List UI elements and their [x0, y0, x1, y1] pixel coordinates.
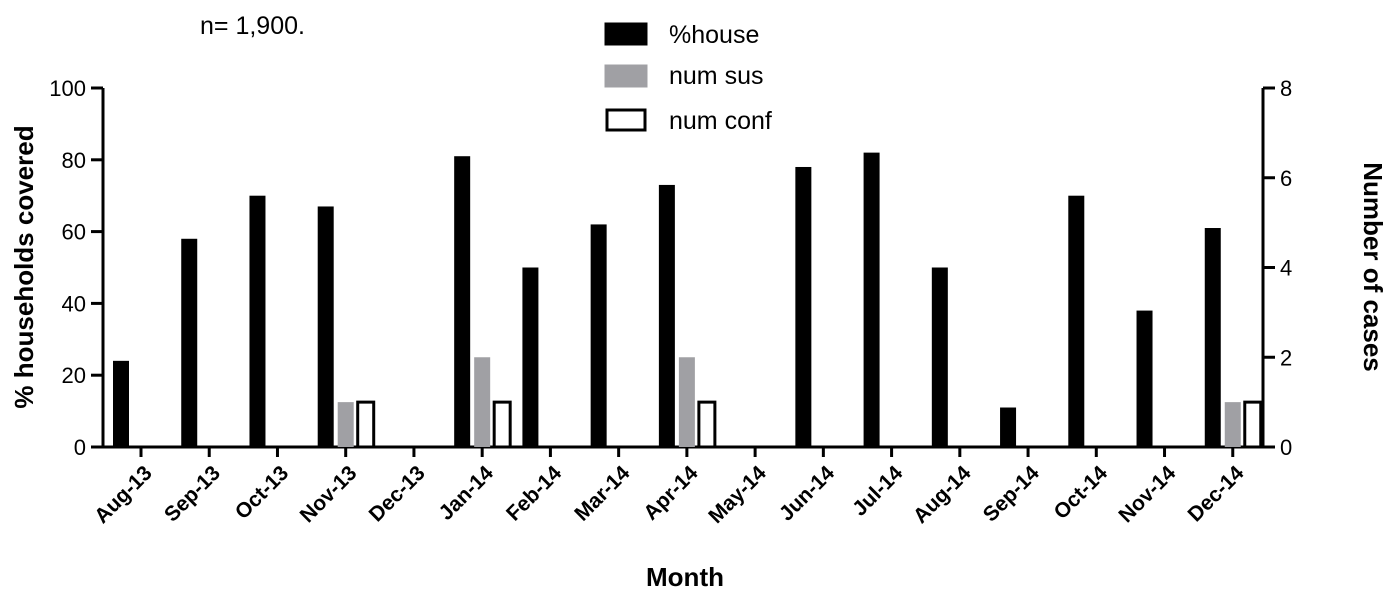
- bar-house-Aug-13: [113, 360, 129, 447]
- bar-num-conf-Nov-13: [356, 400, 376, 449]
- bar-house-Dec-14: [1204, 228, 1221, 447]
- y2-tick-label: 2: [1280, 345, 1292, 370]
- legend-swatch-num-conf: [605, 108, 647, 132]
- bar-house-Mar-14: [590, 224, 607, 447]
- y-tick-label: 80: [62, 148, 86, 173]
- y2-axis-title: Number of cases: [1358, 162, 1388, 372]
- x-tick-label: Jun-14: [775, 461, 839, 525]
- bar-house-Nov-13: [317, 206, 334, 447]
- bar-house-Oct-13: [249, 195, 266, 447]
- legend-swatch-house: [604, 22, 648, 46]
- x-tick-label: Jan-14: [435, 461, 499, 525]
- bar-house-Jul-14: [863, 152, 880, 447]
- bar-num-sus-Apr-14: [678, 357, 695, 447]
- y-axis-title: % households covered: [9, 125, 39, 408]
- x-tick-label: Aug-14: [909, 461, 976, 528]
- bar-house-Jan-14: [454, 156, 471, 447]
- legend-label-house: %house: [669, 21, 759, 49]
- x-tick-label: Sep-14: [979, 461, 1044, 526]
- y-tick-label: 100: [49, 76, 86, 101]
- y2-tick-label: 6: [1280, 166, 1292, 191]
- x-tick-label: Nov-13: [296, 461, 362, 527]
- x-tick-label: Dec-13: [365, 461, 430, 526]
- right-y-ticks: 0 2 4 6 8: [1263, 76, 1292, 460]
- bar-num-conf-Dec-14: [1243, 400, 1263, 449]
- y-tick-label: 20: [62, 363, 86, 388]
- bar-house-Oct-14: [1068, 195, 1085, 447]
- x-tick-label: Dec-14: [1184, 461, 1249, 526]
- x-ticks: Aug-13 Sep-13 Oct-13 Nov-13 Dec-13 Jan-14 Feb-…: [90, 447, 1249, 528]
- x-tick-label: Apr-14: [639, 461, 703, 525]
- bars: [113, 152, 1263, 449]
- bar-house-Aug-14: [931, 267, 948, 447]
- x-tick-label: Mar-14: [570, 461, 634, 525]
- y2-tick-label: 0: [1280, 435, 1292, 460]
- left-y-ticks: 0 20 40 60 80 100: [49, 76, 103, 460]
- y2-tick-label: 8: [1280, 76, 1292, 101]
- x-tick-label: May-14: [704, 461, 771, 528]
- bar-house-Feb-14: [522, 267, 539, 447]
- bar-house-Sep-13: [181, 238, 198, 447]
- bar-house-Nov-14: [1136, 310, 1153, 447]
- y-tick-label: 60: [62, 220, 86, 245]
- x-tick-label: Sep-13: [160, 461, 225, 526]
- y2-tick-label: 4: [1280, 256, 1292, 281]
- x-tick-label: Nov-14: [1114, 461, 1180, 527]
- legend-label-num-sus: num sus: [669, 62, 763, 90]
- x-tick-label: Aug-13: [90, 461, 157, 528]
- bar-num-sus-Dec-14: [1224, 402, 1241, 447]
- legend: %house num sus num conf: [604, 21, 772, 135]
- bar-num-sus-Jan-14: [474, 357, 491, 447]
- bar-house-Jun-14: [795, 166, 812, 448]
- bar-num-conf-Apr-14: [697, 400, 717, 449]
- x-axis-title: Month: [646, 562, 724, 592]
- bar-num-sus-Nov-13: [337, 402, 354, 447]
- y-tick-label: 0: [74, 435, 86, 460]
- x-tick-label: Oct-14: [1050, 461, 1113, 524]
- x-tick-label: Oct-13: [231, 461, 293, 523]
- x-tick-label: Jul-14: [848, 461, 907, 520]
- bar-num-conf-Jan-14: [492, 400, 512, 449]
- y-tick-label: 40: [62, 291, 86, 316]
- legend-swatch-num-sus: [604, 64, 648, 88]
- legend-label-num-conf: num conf: [669, 107, 772, 135]
- bar-house-Sep-14: [1000, 407, 1017, 447]
- bar-house-Apr-14: [658, 184, 675, 447]
- x-tick-label: Feb-14: [502, 461, 566, 525]
- sample-size-note: n= 1,900.: [200, 12, 305, 40]
